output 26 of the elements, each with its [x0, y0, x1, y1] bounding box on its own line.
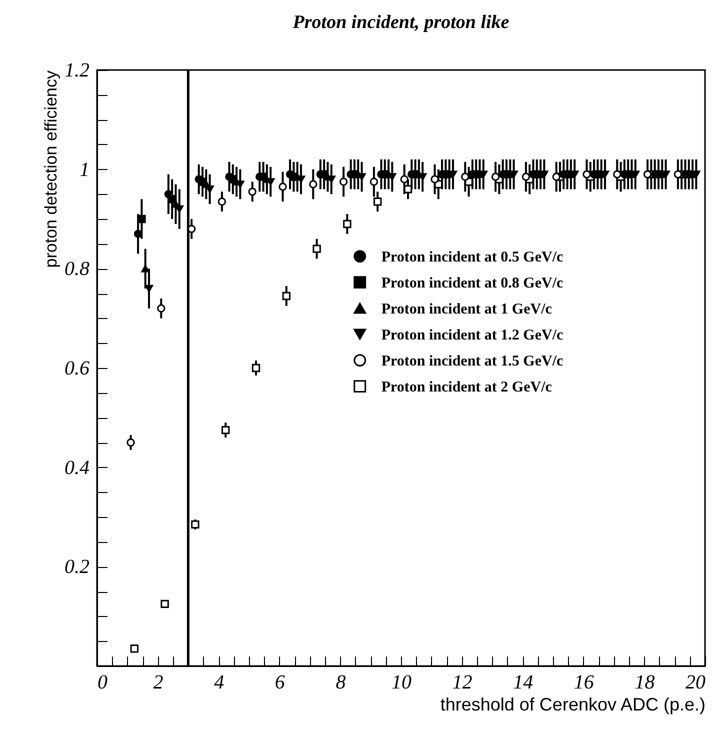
y-tick-label: 0.6 — [64, 358, 90, 380]
legend-label: Proton incident at 1.2 GeV/c — [381, 327, 564, 344]
x-tick-label: 2 — [153, 672, 164, 694]
y-tick-label: 1.2 — [64, 60, 90, 82]
x-tick-label: 8 — [336, 672, 346, 694]
y-axis-title: proton detection efficiency — [42, 70, 60, 268]
y-tick-label: 1 — [80, 158, 90, 181]
legend-label: Proton incident at 1.5 GeV/c — [381, 353, 564, 370]
legend-label: Proton incident at 0.8 GeV/c — [381, 275, 564, 292]
y-tick-label: 0.2 — [64, 556, 90, 578]
legend-label: Proton incident at 2 GeV/c — [381, 379, 552, 396]
x-tick-label: 10 — [392, 672, 412, 694]
legend-label: Proton incident at 1 GeV/c — [381, 301, 552, 318]
x-tick-label: 14 — [513, 672, 534, 694]
x-tick-label: 12 — [452, 672, 472, 694]
chart-title: Proton incident, proton like — [292, 12, 510, 33]
x-tick-label: 4 — [214, 672, 224, 694]
legend-label: Proton incident at 0.5 GeV/c — [381, 249, 564, 266]
x-tick-label: 18 — [634, 672, 655, 694]
x-tick-label: 16 — [574, 672, 594, 694]
y-tick-label: 0.8 — [64, 258, 90, 280]
x-tick-label: 0 — [98, 672, 108, 694]
y-tick-label: 0.4 — [64, 456, 90, 479]
x-axis-title: threshold of Cerenkov ADC (p.e.) — [440, 694, 706, 714]
x-tick-label: 6 — [274, 672, 285, 694]
x-tick-label: 20 — [686, 672, 706, 694]
